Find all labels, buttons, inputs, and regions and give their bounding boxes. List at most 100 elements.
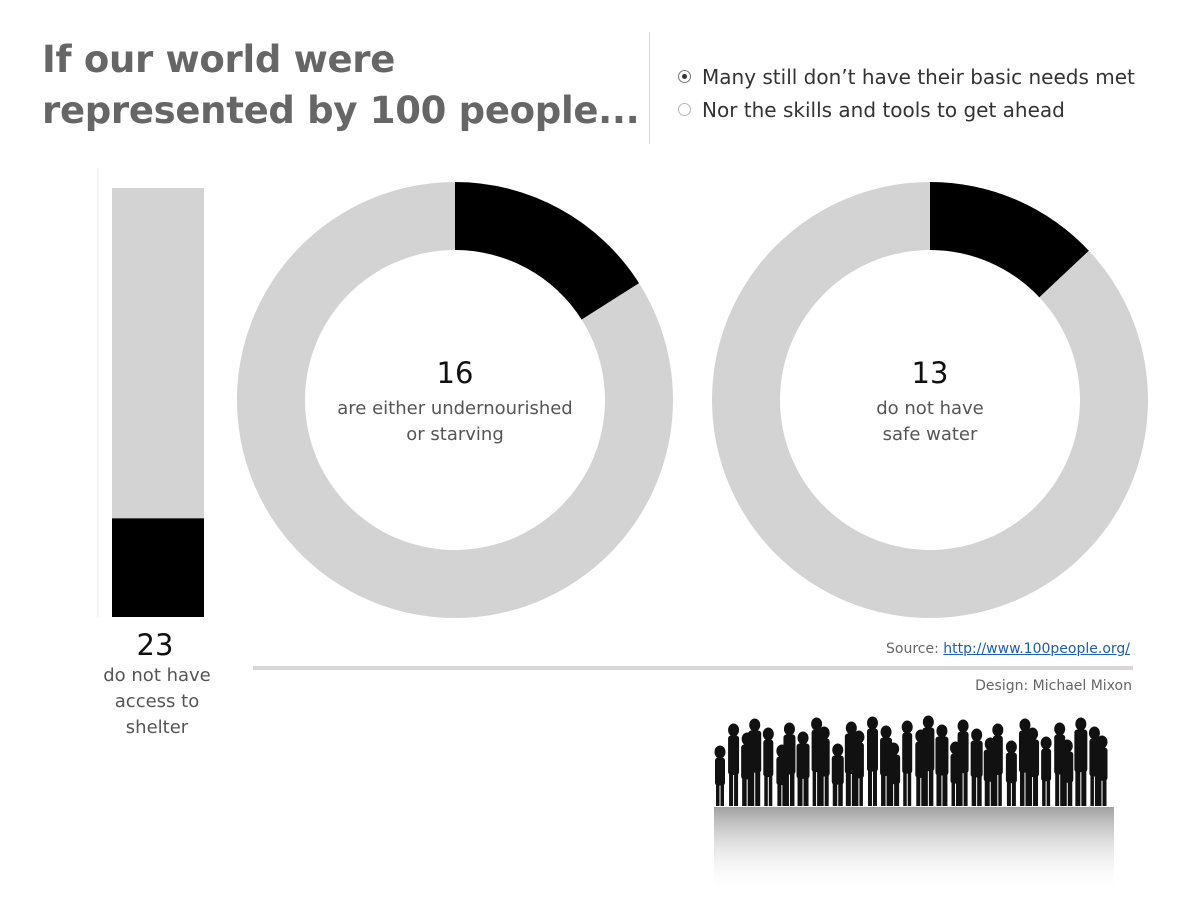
person-head: [714, 745, 726, 759]
view-selector: Many still don’t have their basic needs …: [678, 60, 1135, 126]
person-leg: [854, 777, 859, 806]
person-head: [992, 723, 1004, 737]
radio-option-basic-needs[interactable]: Many still don’t have their basic needs …: [678, 60, 1135, 93]
person-leg: [1067, 781, 1073, 806]
radio-selected-icon[interactable]: [678, 70, 691, 83]
bar-value: [112, 518, 204, 617]
person-leg: [921, 776, 926, 806]
header-divider: [649, 32, 650, 144]
person-head: [797, 731, 809, 745]
person-leg: [1027, 775, 1033, 806]
person-leg: [742, 778, 747, 806]
person-head: [957, 719, 969, 733]
person-leg: [734, 773, 739, 806]
person-body: [957, 731, 969, 774]
person-leg: [789, 773, 795, 806]
person-head: [749, 718, 761, 732]
person-leg: [990, 780, 996, 806]
person-leg: [903, 772, 907, 806]
person-leg: [838, 783, 843, 806]
bar-remainder: [112, 188, 204, 519]
person-body: [887, 754, 901, 785]
footer-divider: [253, 666, 1133, 670]
person-leg: [998, 773, 1002, 806]
person-body: [1026, 739, 1040, 777]
water-value-label: 13: [911, 356, 949, 390]
crowd-reflection: [714, 807, 1114, 892]
person-leg: [1090, 775, 1094, 806]
nourishment-value-label: 16: [436, 356, 474, 390]
person-head: [1096, 735, 1108, 749]
person-leg: [1042, 780, 1046, 806]
person-leg: [881, 774, 886, 806]
person-body: [992, 735, 1003, 776]
donut-slice-value: [930, 182, 1089, 298]
person-body: [935, 736, 949, 776]
person-head: [1040, 736, 1052, 750]
person-body: [970, 740, 983, 778]
person-head: [853, 730, 865, 744]
person-head: [936, 724, 948, 738]
person-leg: [845, 772, 851, 806]
person-body: [715, 757, 725, 786]
person-leg: [764, 775, 768, 806]
person-head: [880, 725, 892, 739]
page-title: If our world were represented by 100 peo…: [42, 38, 640, 132]
person-leg: [867, 770, 872, 806]
shelter-bar-chart: [97, 168, 204, 617]
person-body: [1096, 747, 1108, 781]
person-leg: [1055, 773, 1060, 806]
source-link[interactable]: http://www.100people.org/: [943, 641, 1130, 657]
person-body: [1041, 748, 1052, 782]
person-leg: [1075, 770, 1081, 806]
person-leg: [1033, 775, 1039, 806]
person-head: [922, 715, 934, 729]
person-leg: [859, 777, 863, 806]
person-leg: [851, 772, 857, 806]
radio-label: Many still don’t have their basic needs …: [702, 64, 1135, 89]
nourishment-caption: are either undernourished or starving: [337, 398, 573, 445]
person-body: [1005, 752, 1017, 784]
person-leg: [1102, 779, 1107, 806]
person-head: [845, 721, 857, 735]
person-leg: [716, 784, 720, 806]
person-leg: [824, 775, 829, 806]
nourishment-donut-chart: [236, 181, 673, 618]
person-leg: [963, 771, 968, 806]
person-head: [1019, 718, 1031, 732]
person-leg: [1019, 771, 1025, 806]
person-head: [818, 726, 830, 740]
design-credit: Design: Michael Mixon: [975, 678, 1132, 694]
person-leg: [768, 775, 773, 806]
person-head: [832, 743, 844, 757]
person-body: [748, 730, 762, 773]
person-leg: [819, 775, 824, 806]
person-leg: [923, 769, 928, 806]
person-leg: [907, 772, 912, 806]
person-leg: [942, 774, 948, 806]
shelter-value-label: 23: [136, 628, 174, 662]
person-leg: [803, 777, 809, 806]
person-head: [971, 728, 983, 742]
person-body: [783, 734, 796, 775]
person-head: [1005, 740, 1017, 754]
person-leg: [784, 773, 789, 806]
person-leg: [749, 771, 755, 806]
crowd-silhouette-image: [714, 715, 1114, 892]
person-head: [866, 716, 878, 730]
person-leg: [984, 780, 990, 806]
person-head: [1088, 726, 1100, 740]
person-leg: [916, 776, 921, 806]
person-leg: [956, 782, 960, 806]
radio-option-skills-tools[interactable]: Nor the skills and tools to get ahead: [678, 93, 1135, 126]
person-leg: [936, 774, 942, 806]
water-caption: do not have safe water: [876, 398, 984, 445]
person-body: [1074, 729, 1088, 773]
person-head: [1075, 717, 1087, 731]
radio-unselected-icon[interactable]: [678, 103, 691, 116]
person-body: [728, 735, 740, 776]
person-head: [888, 742, 900, 756]
person-head: [1027, 727, 1039, 741]
person-leg: [1060, 773, 1065, 806]
